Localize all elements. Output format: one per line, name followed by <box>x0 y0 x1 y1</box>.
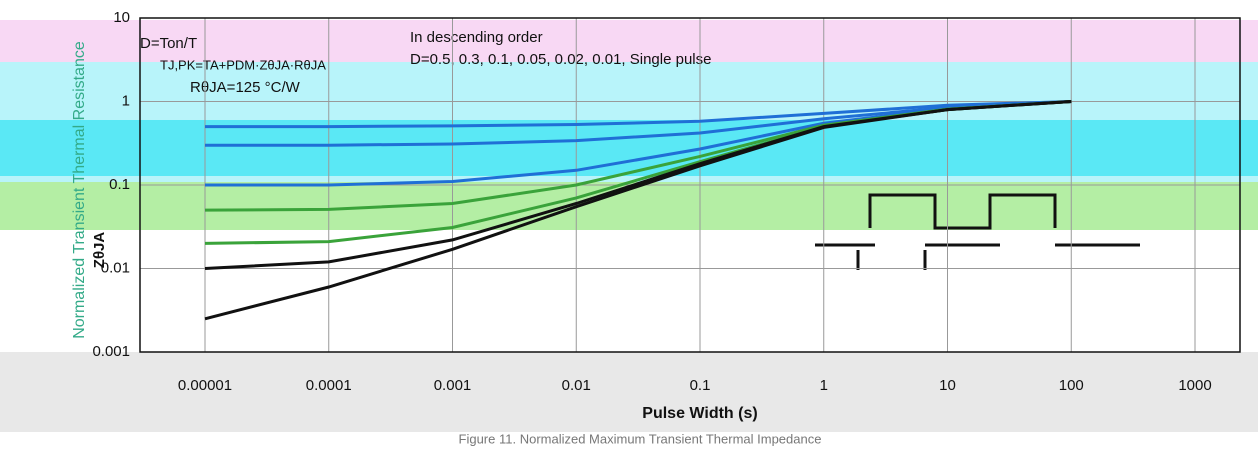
x-tick-label: 0.01 <box>562 377 591 394</box>
x-tick-label: 0.00001 <box>178 377 232 394</box>
y-tick-label: 0.01 <box>101 259 130 276</box>
annotation: TJ,PK=TA+PDM·ZθJA·RθJA <box>160 57 326 72</box>
x-tick-label: 1 <box>820 377 828 394</box>
page: D=Ton/T TJ,PK=TA+PDM·ZθJA·RθJA RθJA=125 … <box>0 0 1258 461</box>
y-tick-label: 0.001 <box>92 343 130 360</box>
x-tick-label: 10 <box>939 377 956 394</box>
annotation: In descending order <box>410 29 543 46</box>
chart: D=Ton/T TJ,PK=TA+PDM·ZθJA·RθJA RθJA=125 … <box>0 0 1258 461</box>
annotation: D=0.5, 0.3, 0.1, 0.05, 0.02, 0.01, Singl… <box>410 51 711 68</box>
annotation: D=Ton/T <box>140 35 197 52</box>
caption: Figure 11. Normalized Maximum Transient … <box>459 431 822 446</box>
x-tick-label: 0.1 <box>690 377 711 394</box>
x-axis-label: Pulse Width (s) <box>642 405 757 422</box>
band <box>0 120 1258 176</box>
annotation: RθJA=125 °C/W <box>190 79 301 96</box>
x-tick-label: 100 <box>1059 377 1084 394</box>
x-tick-label: 0.0001 <box>306 377 352 394</box>
x-tick-label: 0.001 <box>434 377 472 394</box>
y-tick-label: 1 <box>122 92 130 109</box>
y-tick-label: 0.1 <box>109 176 130 193</box>
y-axis-label: Normalized Transient Thermal Resistance <box>71 41 88 339</box>
x-tick-label: 1000 <box>1178 377 1211 394</box>
y-tick-label: 10 <box>113 9 130 26</box>
